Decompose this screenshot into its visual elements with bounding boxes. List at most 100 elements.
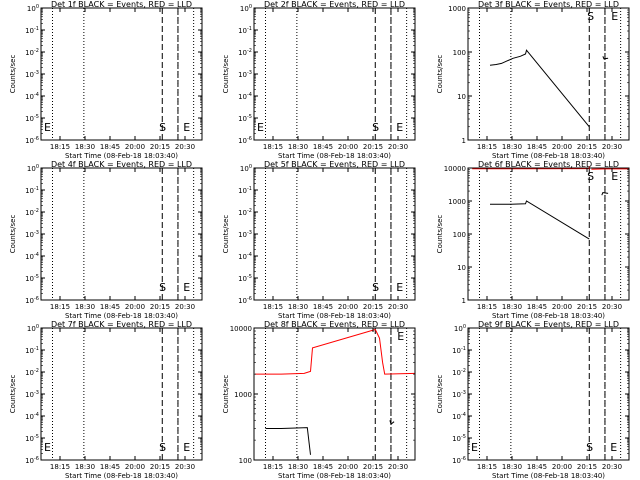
y-tick-label: 10-2: [25, 208, 39, 217]
x-tick-label: 18:30: [75, 303, 95, 311]
x-axis-label: Start Time (08-Feb-18 18:03:40): [65, 312, 178, 320]
y-axis-label: Counts/sec: [9, 375, 17, 414]
annotation-letter: E: [396, 121, 403, 134]
x-tick-label: 20:00: [125, 303, 145, 311]
x-tick-label: 20:30: [602, 303, 622, 311]
y-tick-label: 100: [27, 4, 39, 13]
black-series-line: [490, 200, 590, 240]
panel-title: Det 5f BLACK = Events, RED = LLD: [264, 160, 405, 169]
y-tick-label: 10-5: [452, 434, 466, 443]
x-tick-label: 20:00: [338, 303, 358, 311]
y-tick-label: 10-2: [25, 368, 39, 377]
y-tick-label: 10000: [230, 325, 252, 333]
x-tick-label: 20:00: [552, 303, 572, 311]
x-axis-label: Start Time (08-Feb-18 18:03:40): [278, 152, 391, 160]
annotation-letter: S: [372, 121, 379, 134]
black-series-line: [601, 192, 609, 196]
x-tick-label: 20:00: [552, 463, 572, 471]
y-tick-label: 10-6: [25, 136, 39, 145]
y-tick-label: 10-3: [25, 390, 39, 399]
y-tick-label: 100: [239, 457, 252, 465]
panel-det-7f: Det 7f BLACK = Events, RED = LLD 100 10-1 1…: [9, 320, 203, 480]
x-axis-label: Start Time (08-Feb-18 18:03:40): [65, 472, 178, 480]
x-tick-label: 20:00: [338, 463, 358, 471]
x-tick-label: 20:30: [388, 463, 408, 471]
annotation-letter: E: [183, 281, 190, 294]
y-tick-label: 10-3: [238, 70, 252, 79]
y-tick-label: 10-2: [452, 368, 466, 377]
y-tick-label: 10-5: [25, 274, 39, 283]
panel-det-5f: Det 5f BLACK = Events, RED = LLD 100 10-1 1…: [222, 160, 416, 320]
panel-title: Det 6f BLACK = Events, RED = LLD: [478, 160, 619, 169]
annotation-letter: E: [183, 441, 190, 454]
x-tick-label: 18:15: [477, 463, 497, 471]
x-tick-label: 18:45: [527, 143, 547, 151]
x-tick-label: 20:30: [388, 143, 408, 151]
y-tick-label: 10-2: [238, 208, 252, 217]
y-axis-label: Counts/sec: [222, 55, 230, 94]
panel-title: Det 8f BLACK = Events, RED = LLD: [264, 320, 405, 329]
y-tick-label: 10-4: [238, 252, 252, 261]
x-tick-label: 18:15: [50, 463, 70, 471]
annotation-letter: S: [159, 121, 166, 134]
y-tick-label: 10-3: [238, 230, 252, 239]
y-axis-label: Counts/sec: [9, 55, 17, 94]
x-axis-label: Start Time (08-Feb-18 18:03:40): [492, 152, 605, 160]
y-tick-label: 10-2: [238, 48, 252, 57]
y-axis-label: Counts/sec: [222, 375, 230, 414]
x-tick-label: 20:00: [338, 143, 358, 151]
y-axis-label: Counts/sec: [436, 55, 444, 94]
x-tick-label: 18:30: [75, 143, 95, 151]
x-tick-label: 18:15: [50, 143, 70, 151]
y-axis-label: Counts/sec: [436, 215, 444, 254]
y-tick-label: 1: [462, 137, 466, 145]
red-series-line: [255, 328, 416, 375]
x-tick-label: 20:30: [175, 143, 195, 151]
x-tick-label: 18:45: [313, 463, 333, 471]
y-tick-label: 10-4: [25, 412, 39, 421]
x-tick-label: 18:30: [502, 143, 522, 151]
y-tick-label: 10-4: [25, 92, 39, 101]
x-tick-label: 20:15: [150, 463, 170, 471]
panel-det-3f: Det 3f BLACK = Events, RED = LLD 1 10 100 10…: [436, 0, 630, 160]
x-tick-label: 20:30: [175, 463, 195, 471]
x-tick-label: 20:00: [552, 143, 572, 151]
y-axis-label: Counts/sec: [9, 215, 17, 254]
x-tick-label: 20:15: [363, 303, 383, 311]
x-tick-label: 18:15: [263, 303, 283, 311]
panel-det-9f: Det 9f BLACK = Events, RED = LLD 100 10-1 1…: [436, 320, 630, 480]
y-tick-label: 10-5: [25, 114, 39, 123]
panel-det-6f: Det 6f BLACK = Events, RED = LLD 1 10 100 10…: [436, 160, 630, 320]
annotation-letter: E: [610, 441, 617, 454]
x-tick-label: 20:15: [577, 463, 597, 471]
x-tick-label: 18:15: [263, 463, 283, 471]
x-axis-label: Start Time (08-Feb-18 18:03:40): [65, 152, 178, 160]
annotation-letter: E: [44, 441, 51, 454]
x-tick-label: 18:45: [527, 303, 547, 311]
y-tick-label: 10-4: [452, 412, 466, 421]
black-series-line: [489, 49, 590, 128]
annotation-letter: S: [586, 441, 593, 454]
black-series-line: [389, 420, 395, 425]
x-axis-label: Start Time (08-Feb-18 18:03:40): [492, 472, 605, 480]
annotation-letter: S: [159, 281, 166, 294]
annotation-letter: E: [397, 330, 404, 343]
x-tick-label: 20:15: [150, 143, 170, 151]
y-tick-label: 10-5: [25, 434, 39, 443]
panel-det-4f: Det 4f BLACK = Events, RED = LLD 100 10-1 1…: [9, 160, 203, 320]
annotation-letter: E: [611, 170, 618, 183]
y-tick-label: 10-1: [452, 346, 466, 355]
panel-title: Det 4f BLACK = Events, RED = LLD: [51, 160, 192, 169]
black-series-line: [602, 56, 609, 60]
annotation-letter: S: [372, 281, 379, 294]
annotation-letter: E: [471, 441, 478, 454]
x-tick-label: 18:30: [288, 143, 308, 151]
y-tick-label: 1000: [448, 198, 466, 206]
x-tick-label: 20:00: [125, 463, 145, 471]
x-axis-label: Start Time (08-Feb-18 18:03:40): [278, 312, 391, 320]
x-tick-label: 18:45: [100, 143, 120, 151]
annotation-letter: E: [257, 121, 264, 134]
y-tick-label: 10-1: [25, 186, 39, 195]
x-tick-label: 20:30: [602, 463, 622, 471]
